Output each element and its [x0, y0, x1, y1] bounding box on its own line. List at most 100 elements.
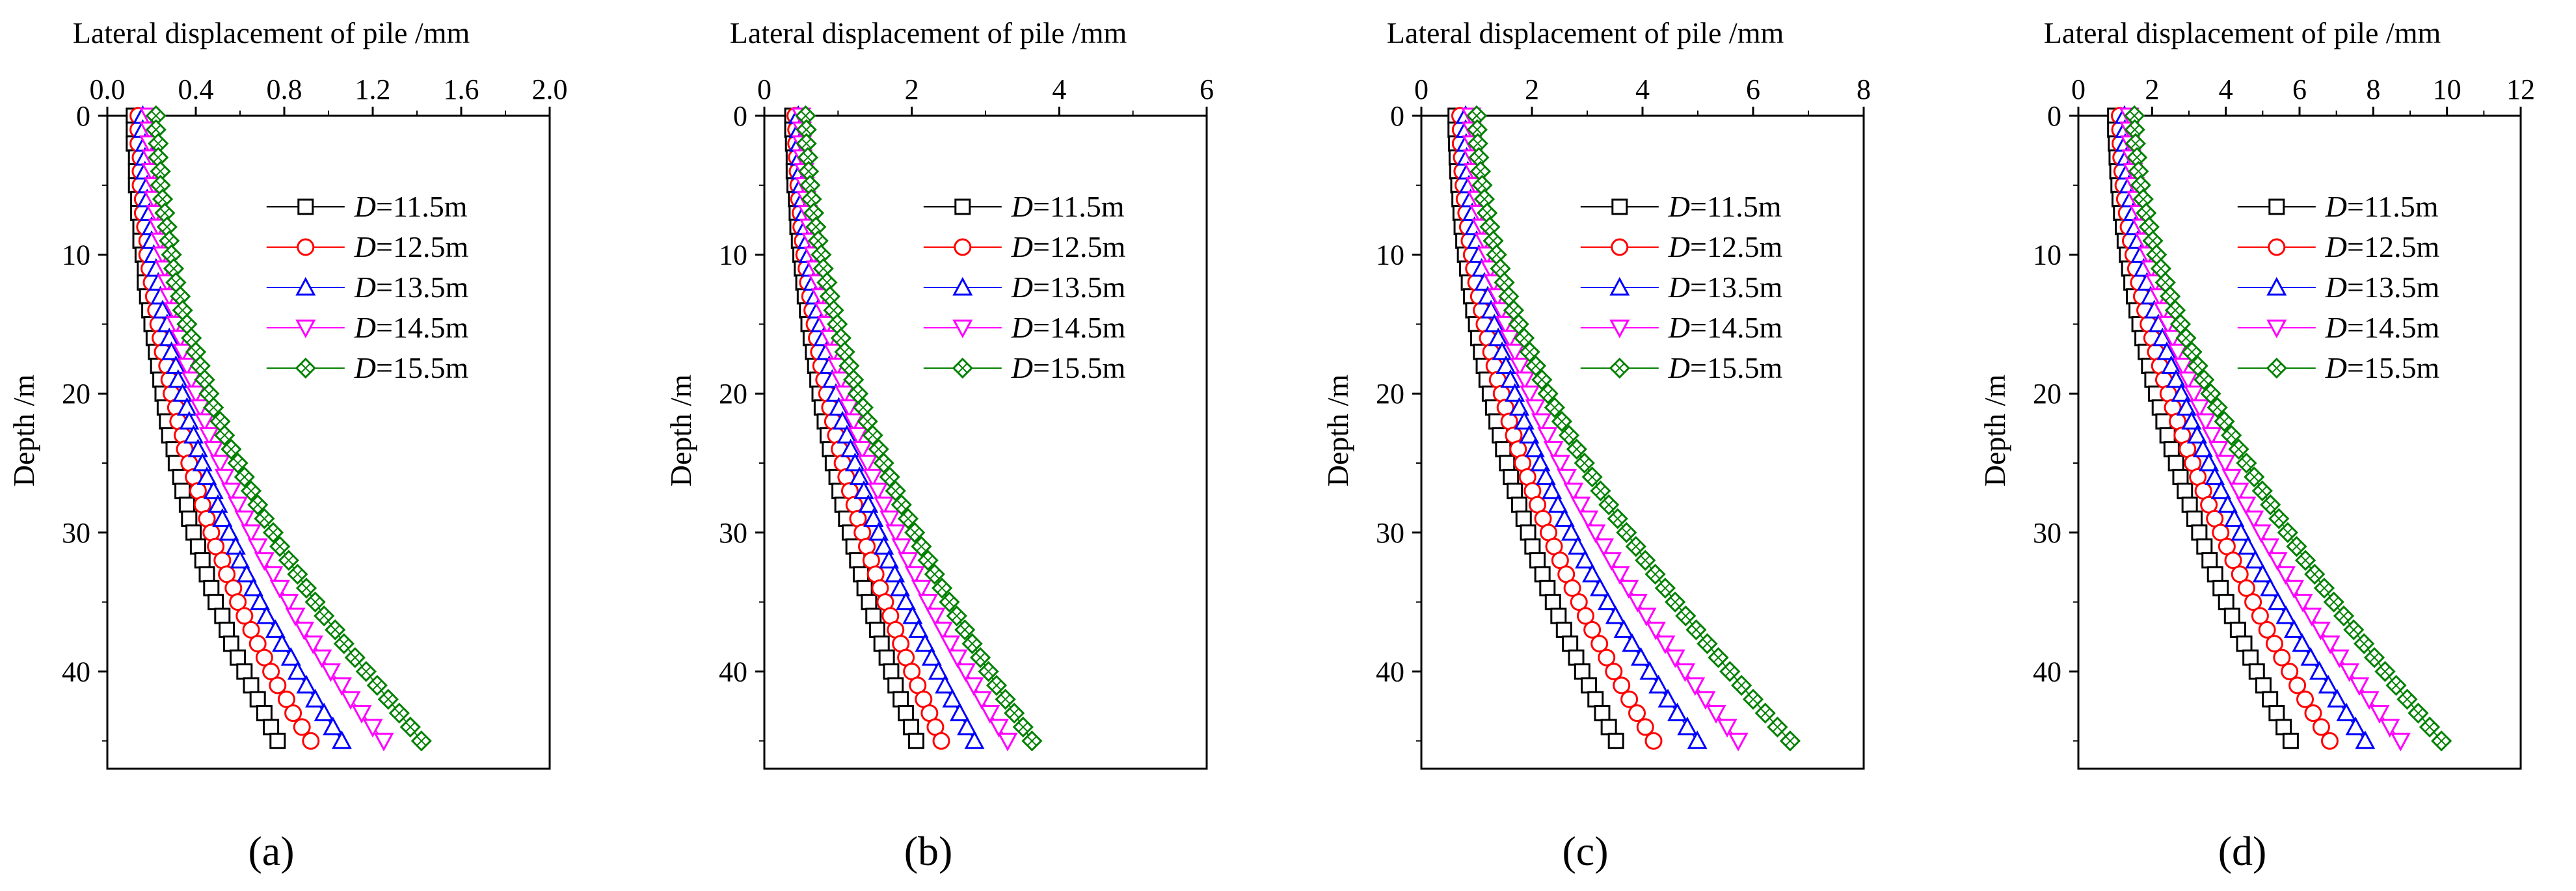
legend-label: D=14.5m: [354, 311, 469, 344]
data-point: [263, 719, 280, 736]
data-point: [297, 198, 314, 215]
data-point: [988, 719, 1009, 738]
marker-cross: [1587, 472, 1598, 483]
legend-entry: D=14.5m: [1580, 311, 1782, 344]
marker-cross: [350, 652, 360, 663]
legend-entry: D=13.5m: [1580, 271, 1782, 304]
data-point: [2273, 648, 2291, 667]
data-point: [939, 591, 960, 613]
data-point: [924, 563, 945, 585]
marker-cross: [2402, 694, 2413, 704]
x-tick-label: 0: [2071, 73, 2086, 105]
data-point: [2296, 690, 2314, 708]
data-point: [304, 591, 326, 613]
x-tick-label: 0.0: [90, 73, 126, 105]
data-point: [209, 455, 230, 474]
x-tick-label: 4: [1052, 73, 1066, 105]
marker-cross: [2348, 624, 2359, 635]
legend-label: D=15.5m: [1011, 351, 1126, 384]
data-point: [1597, 591, 1618, 611]
data-point: [230, 550, 250, 569]
marker-cross: [416, 736, 427, 746]
data-point: [853, 480, 874, 499]
data-point: [865, 607, 882, 624]
data-point: [2390, 732, 2411, 752]
legend-label: D=11.5m: [1668, 190, 1782, 223]
x-axis-title: Lateral displacement of pile /mm: [73, 16, 470, 49]
data-point: [2359, 691, 2380, 710]
marker-cross: [958, 363, 968, 373]
data-point: [2259, 538, 2280, 557]
marker-cross: [162, 222, 172, 232]
data-point: [2304, 563, 2326, 585]
data-point: [2282, 732, 2299, 749]
data-point: [2205, 466, 2225, 485]
marker-cross: [2369, 652, 2380, 663]
data-point: [848, 427, 868, 446]
data-point: [891, 538, 912, 557]
data-point: [295, 276, 316, 296]
marker-cross: [975, 652, 986, 663]
data-point: [2187, 355, 2208, 377]
marker-cross: [1491, 249, 1502, 260]
data-point: [1609, 566, 1630, 585]
data-point: [179, 410, 200, 430]
marker-cross: [191, 347, 201, 357]
data-point: [1525, 399, 1546, 418]
data-point: [2163, 441, 2180, 458]
data-point: [908, 619, 929, 638]
data-point: [1558, 425, 1580, 446]
x-tick-label: 0.8: [267, 73, 302, 105]
legend-entry: D=13.5m: [2237, 271, 2439, 304]
y-tick-label: 20: [62, 378, 90, 410]
marker-cross: [155, 180, 166, 191]
data-point: [1645, 621, 1666, 641]
marker-cross: [1531, 360, 1541, 371]
y-tick-label: 30: [719, 517, 747, 549]
marker-cross: [275, 541, 285, 552]
data-point: [2130, 174, 2151, 196]
data-point: [1665, 591, 1686, 613]
data-point: [1520, 385, 1540, 405]
data-point: [797, 146, 818, 168]
data-point: [228, 496, 248, 516]
data-point: [287, 661, 308, 680]
data-point: [2210, 480, 2231, 499]
marker-cross: [1748, 694, 1758, 704]
x-axis-title: Lateral displacement of pile /mm: [2044, 16, 2441, 49]
data-point: [1557, 468, 1577, 488]
data-point: [165, 355, 186, 375]
marker-cross: [1621, 527, 1632, 538]
data-point: [2309, 661, 2330, 680]
data-point: [1665, 649, 1685, 669]
marker-cross: [1473, 152, 1484, 163]
marker-cross: [2192, 360, 2203, 371]
data-point: [410, 730, 432, 752]
marker-cross: [2170, 305, 2180, 315]
data-point: [2339, 663, 2360, 682]
data-point: [163, 258, 185, 280]
marker-cross: [1660, 583, 1670, 594]
data-point: [1731, 674, 1752, 696]
legend-label: D=11.5m: [2325, 190, 2439, 223]
data-point: [868, 483, 889, 501]
data-point: [2181, 496, 2198, 513]
data-point: [263, 566, 284, 585]
data-point: [868, 621, 885, 638]
marker-cross: [2136, 180, 2146, 191]
marker-cross: [1484, 222, 1496, 232]
marker-cross: [1595, 486, 1606, 496]
data-point: [1635, 550, 1656, 571]
data-point: [280, 646, 301, 666]
data-point: [1505, 343, 1525, 363]
data-point: [2161, 355, 2182, 375]
data-point: [1570, 496, 1591, 516]
data-point: [2277, 522, 2298, 543]
data-point: [2349, 677, 2370, 696]
data-point: [952, 357, 973, 379]
legend-entry: D=15.5m: [2237, 351, 2439, 384]
data-point: [969, 646, 991, 669]
marker-cross: [2339, 611, 2349, 621]
data-point: [1590, 578, 1611, 596]
data-point: [1600, 719, 1617, 736]
